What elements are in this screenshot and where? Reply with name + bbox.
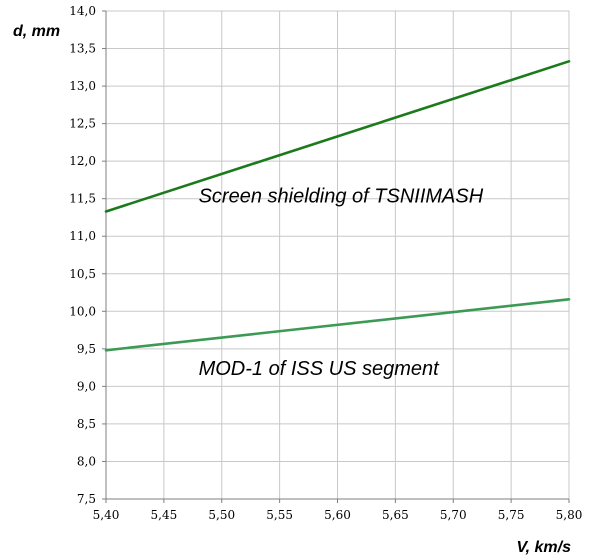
y-tick-label: 12,5 [69, 117, 96, 131]
x-tick-label: 5,80 [556, 508, 583, 522]
y-tick-label: 10,0 [69, 304, 96, 318]
series-line-2 [104, 297, 571, 352]
y-tick-labels: 7,5 8,0 8,5 9,0 9,5 10,0 10,5 11,0 11,5 12,0 12,5 1… [69, 4, 96, 506]
axes [102, 10, 570, 503]
x-axis-title: V, km/s [516, 539, 571, 556]
x-tick-label: 5,50 [208, 508, 235, 522]
series-annotation-1: Screen shielding of TSNIIMASH [199, 185, 484, 207]
y-tick-label: 13,5 [69, 42, 96, 56]
y-tick-label: 11,0 [69, 229, 96, 243]
y-tick-label: 7,5 [77, 492, 96, 506]
grid [105, 10, 570, 500]
x-tick-label: 5,40 [93, 508, 120, 522]
series-annotation-2: MOD-1 of ISS US segment [199, 358, 441, 380]
annotations: Screen shielding of TSNIIMASH MOD-1 of IS… [199, 185, 484, 380]
x-tick-label: 5,55 [266, 508, 293, 522]
series-line-1 [104, 59, 571, 213]
y-axis-title: d, mm [13, 23, 60, 40]
x-tick-label: 5,60 [324, 508, 351, 522]
x-tick-label: 5,75 [498, 508, 525, 522]
y-tick-label: 12,0 [69, 154, 96, 168]
x-tick-label: 5,65 [382, 508, 409, 522]
y-tick-label: 9,0 [77, 379, 96, 393]
series-layer [104, 59, 571, 352]
x-tick-label: 5,70 [440, 508, 467, 522]
y-tick-label: 14,0 [69, 4, 96, 18]
x-tick-label: 5,45 [151, 508, 178, 522]
y-tick-label: 8,5 [77, 417, 96, 431]
y-tick-label: 9,5 [77, 342, 96, 356]
y-tick-label: 13,0 [69, 79, 96, 93]
y-tick-label: 10,5 [69, 267, 96, 281]
y-tick-label: 11,5 [69, 192, 96, 206]
y-tick-label: 8,0 [77, 454, 96, 468]
x-tick-labels: 5,40 5,45 5,50 5,55 5,60 5,65 5,70 5,75 5,80 [93, 508, 583, 522]
